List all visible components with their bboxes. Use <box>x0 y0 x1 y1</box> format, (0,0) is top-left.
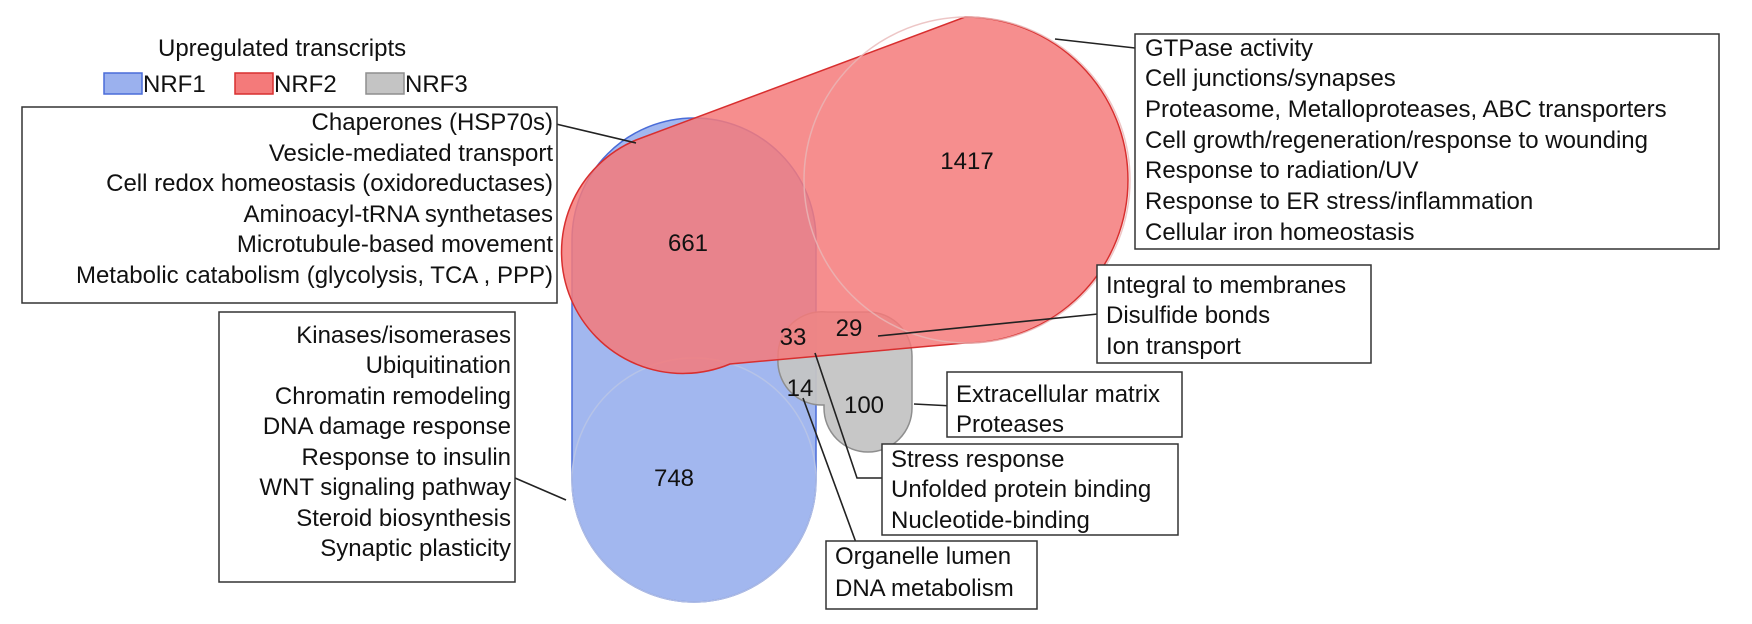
legend-label-nrf1: NRF1 <box>143 71 206 98</box>
term-cell-growth: Cell growth/regeneration/response to wou… <box>1145 127 1648 154</box>
term-chaperones: Chaperones (HSP70s) <box>312 109 553 136</box>
count-all-three: 33 <box>780 324 807 351</box>
term-redox-homeostasis: Cell redox homeostasis (oxidoreductases) <box>106 170 553 197</box>
term-kinases: Kinases/isomerases <box>296 322 511 349</box>
term-steroid: Steroid biosynthesis <box>296 505 511 532</box>
term-cell-junctions: Cell junctions/synapses <box>1145 65 1396 92</box>
leader-nrf1-nrf3 <box>802 397 859 549</box>
term-vesicle-transport: Vesicle-mediated transport <box>269 140 553 167</box>
term-organelle-lumen: Organelle lumen <box>835 543 1011 570</box>
nrf2-set <box>560 16 1131 375</box>
term-response-er-stress: Response to ER stress/inflammation <box>1145 188 1533 215</box>
annotation-nrf2-only: GTPase activity Cell junctions/synapses … <box>1134 33 1720 250</box>
term-ion-transport: Ion transport <box>1106 333 1241 360</box>
term-gtpase-activity: GTPase activity <box>1145 35 1313 62</box>
term-aminoacyl-trna: Aminoacyl-tRNA synthetases <box>244 201 553 228</box>
annotation-box-nrf2-nrf3 <box>1096 264 1372 364</box>
legend-label-nrf3: NRF3 <box>405 71 468 98</box>
annotation-nrf3-only: Extracellular matrix Proteases <box>946 371 1183 438</box>
legend-title: Upregulated transcripts <box>158 35 406 62</box>
legend-swatch-nrf3 <box>365 72 405 95</box>
annotation-box-nrf1-only <box>218 311 516 583</box>
term-response-radiation: Response to radiation/UV <box>1145 157 1419 184</box>
term-proteasome: Proteasome, Metalloproteases, ABC transp… <box>1145 96 1667 123</box>
annotation-nrf1-only: Kinases/isomerases Ubiquitination Chroma… <box>218 311 516 583</box>
count-nrf2-nrf3: 29 <box>836 315 863 342</box>
legend-swatch-nrf2 <box>234 72 274 95</box>
term-unfolded-protein: Unfolded protein binding <box>891 476 1151 503</box>
leader-nrf2-only <box>1054 38 1136 49</box>
count-nrf2-only: 1417 <box>940 148 993 175</box>
legend: Upregulated transcripts NRF1 NRF2 NRF3 <box>103 35 468 98</box>
legend-swatch-nrf1 <box>103 72 143 95</box>
term-ubiquitination: Ubiquitination <box>366 352 511 379</box>
term-dna-metabolism: DNA metabolism <box>835 575 1014 602</box>
count-nrf1-only: 748 <box>654 465 694 492</box>
count-nrf3-only: 100 <box>844 392 884 419</box>
nrf2-inner-circle <box>803 16 1131 344</box>
term-extracellular-matrix: Extracellular matrix <box>956 381 1160 408</box>
leader-nrf1-only <box>514 477 567 501</box>
annotation-box-all-three <box>881 443 1179 536</box>
annotation-box-nrf1-nrf3 <box>825 540 1038 610</box>
legend-label-nrf2: NRF2 <box>274 71 337 98</box>
leader-nrf1-nrf2 <box>555 123 637 144</box>
annotation-nrf1-nrf2: Chaperones (HSP70s) Vesicle-mediated tra… <box>21 106 558 304</box>
term-iron-homeostasis: Cellular iron homeostasis <box>1145 219 1414 246</box>
count-nrf1-nrf2: 661 <box>668 230 708 257</box>
term-stress-response: Stress response <box>891 446 1064 473</box>
term-proteases: Proteases <box>956 411 1064 438</box>
leader-lines <box>514 38 1136 549</box>
term-synaptic: Synaptic plasticity <box>320 535 511 562</box>
term-integral-membranes: Integral to membranes <box>1106 272 1346 299</box>
region-counts: 1417 661 748 33 29 14 100 <box>654 148 994 492</box>
annotation-box-nrf1-nrf2 <box>21 106 558 304</box>
term-metabolic-catabolism: Metabolic catabolism (glycolysis, TCA , … <box>76 262 553 289</box>
annotation-nrf2-nrf3: Integral to membranes Disulfide bonds Io… <box>1096 264 1372 364</box>
term-chromatin: Chromatin remodeling <box>275 383 511 410</box>
leader-nrf2-nrf3 <box>877 312 1109 337</box>
term-insulin: Response to insulin <box>302 444 511 471</box>
count-nrf1-nrf3: 14 <box>787 375 814 402</box>
leader-all-three <box>814 352 882 479</box>
term-dna-damage: DNA damage response <box>263 413 511 440</box>
term-disulfide: Disulfide bonds <box>1106 302 1270 329</box>
term-wnt: WNT signaling pathway <box>259 474 511 501</box>
term-microtubule: Microtubule-based movement <box>237 231 553 258</box>
annotation-box-nrf3-only <box>946 371 1183 438</box>
annotation-box-nrf2-only <box>1134 33 1720 250</box>
annotation-all-three: Stress response Unfolded protein binding… <box>881 443 1179 536</box>
annotation-nrf1-nrf3: Organelle lumen DNA metabolism <box>825 540 1038 610</box>
term-nucleotide-binding: Nucleotide-binding <box>891 507 1090 534</box>
